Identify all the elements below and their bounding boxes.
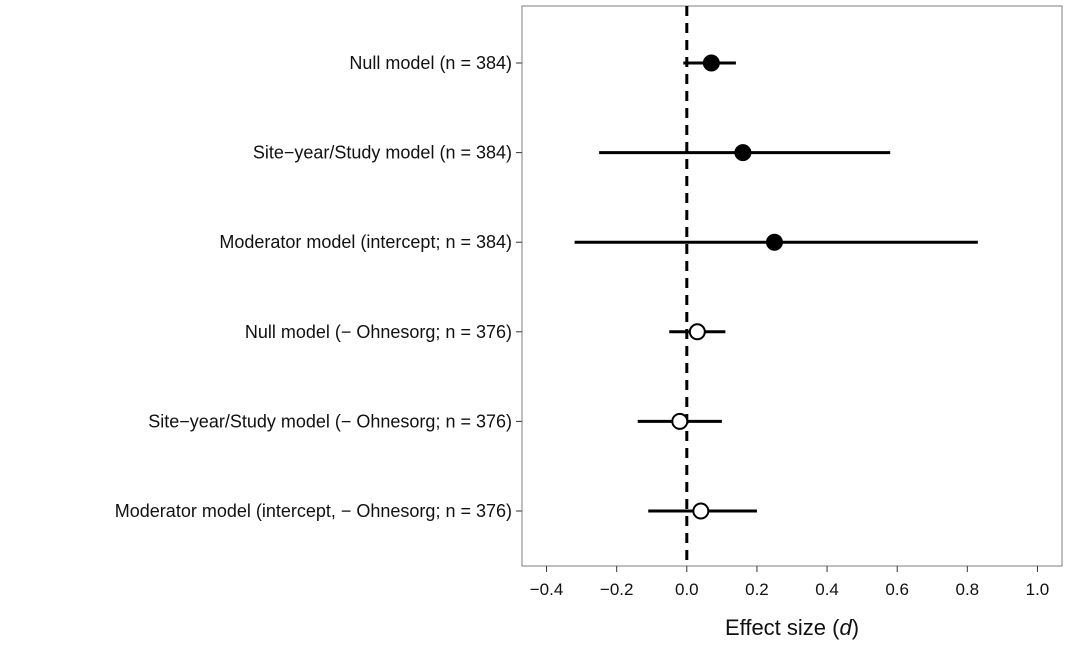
x-tick-label: 0.4 bbox=[815, 580, 839, 599]
x-axis-title: Effect size (d) bbox=[725, 615, 859, 640]
point-estimate bbox=[692, 502, 710, 520]
forest-row: Null model (− Ohnesorg; n = 376) bbox=[245, 322, 726, 342]
x-tick-label: 1.0 bbox=[1026, 580, 1050, 599]
row-label: Site−year/Study model (− Ohnesorg; n = 3… bbox=[148, 411, 512, 431]
x-tick-label: 0.6 bbox=[885, 580, 909, 599]
x-tick-label: −0.4 bbox=[530, 580, 564, 599]
point-estimate bbox=[765, 233, 783, 251]
x-tick-label: 0.2 bbox=[745, 580, 769, 599]
forest-row: Moderator model (intercept, − Ohnesorg; … bbox=[115, 501, 757, 521]
x-tick-label: −0.2 bbox=[600, 580, 634, 599]
forest-row: Null model (n = 384) bbox=[349, 53, 736, 73]
row-label: Null model (n = 384) bbox=[349, 53, 512, 73]
point-estimate bbox=[734, 144, 752, 162]
point-estimate bbox=[688, 323, 706, 341]
forest-row: Site−year/Study model (− Ohnesorg; n = 3… bbox=[148, 411, 722, 431]
x-tick-label: 0.8 bbox=[956, 580, 980, 599]
row-label: Moderator model (intercept, − Ohnesorg; … bbox=[115, 501, 512, 521]
row-label: Site−year/Study model (n = 384) bbox=[253, 143, 512, 163]
row-label: Moderator model (intercept; n = 384) bbox=[219, 232, 512, 252]
point-estimate bbox=[671, 412, 689, 430]
x-tick-label: 0.0 bbox=[675, 580, 699, 599]
forest-row: Moderator model (intercept; n = 384) bbox=[219, 232, 978, 252]
forest-row: Site−year/Study model (n = 384) bbox=[253, 143, 891, 163]
plot-panel bbox=[521, 5, 1063, 567]
point-estimate bbox=[702, 54, 720, 72]
row-label: Null model (− Ohnesorg; n = 376) bbox=[245, 322, 512, 342]
